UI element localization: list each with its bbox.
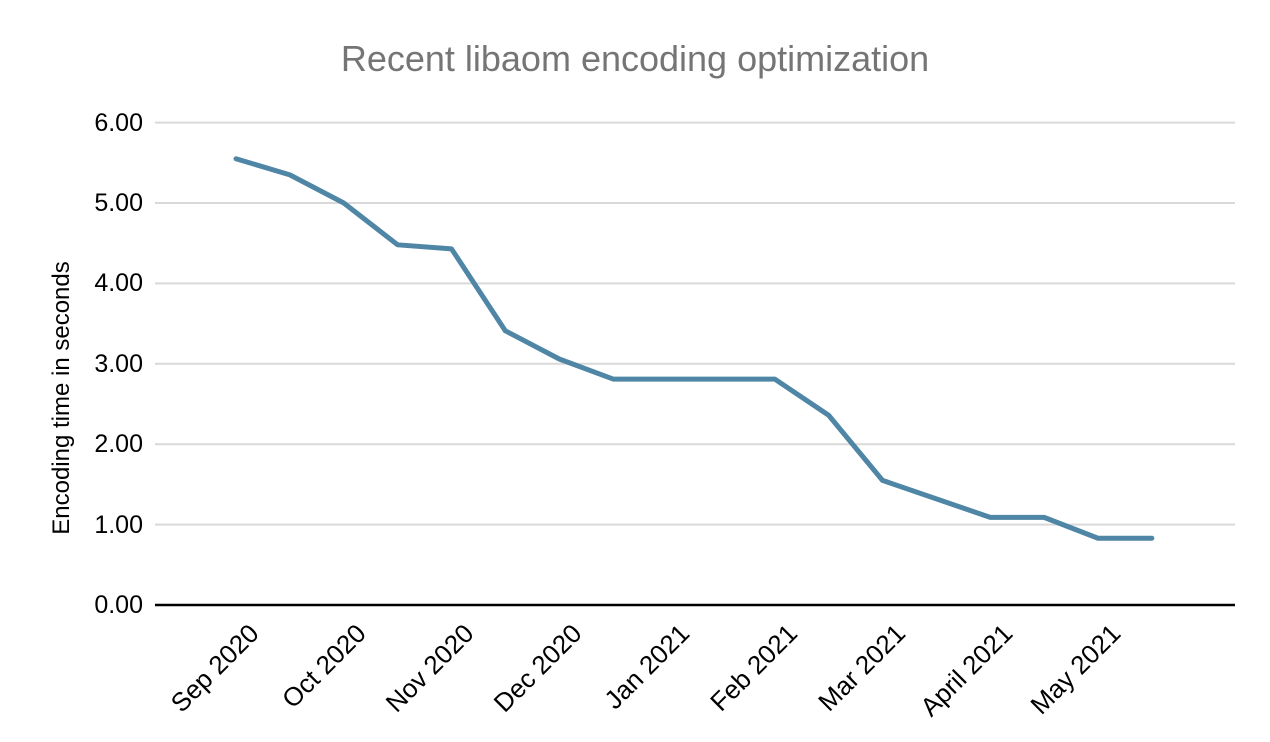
y-tick-label: 2.00: [94, 430, 143, 459]
y-tick-label: 0.00: [94, 591, 143, 619]
y-tick-label: 4.00: [94, 269, 143, 298]
y-tick-label: 3.00: [94, 349, 143, 378]
chart-title: Recent libaom encoding optimization: [340, 38, 930, 79]
y-tick-label: 6.00: [94, 108, 143, 137]
y-tick-label: 5.00: [94, 189, 143, 217]
y-tick-label: 1.00: [94, 510, 143, 539]
encoding-time-series-line: [233, 156, 1155, 541]
